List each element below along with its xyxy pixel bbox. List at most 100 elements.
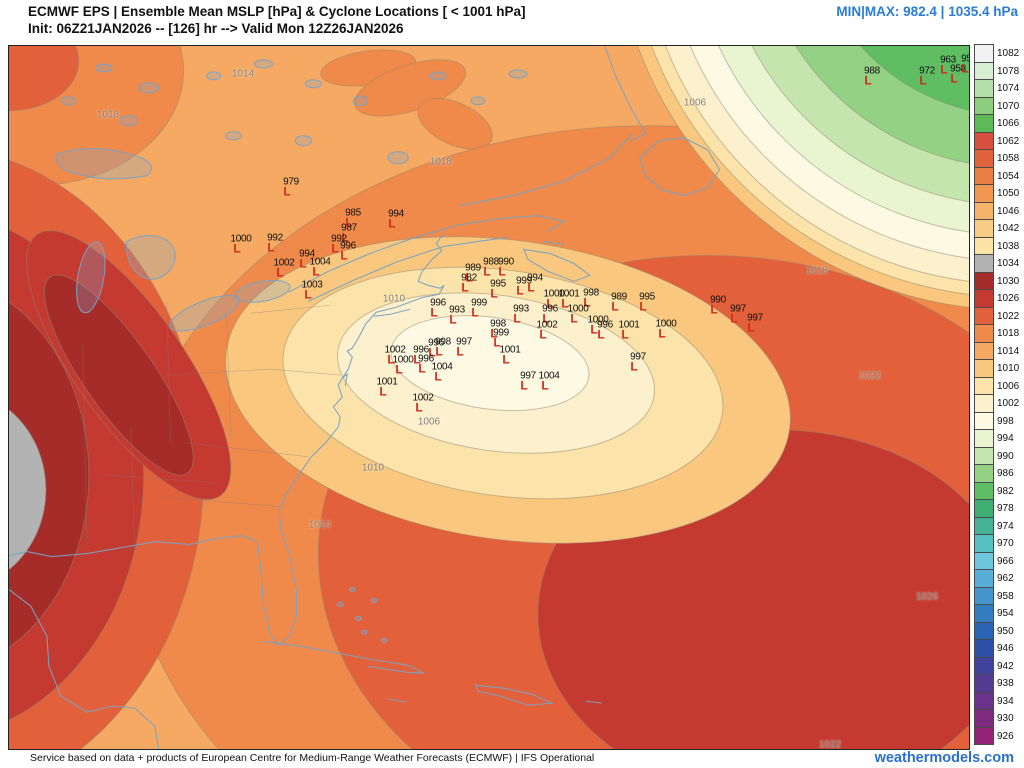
legend-swatch xyxy=(974,674,994,693)
legend-row: 966 xyxy=(974,551,1020,570)
legend-swatch xyxy=(974,61,994,80)
band-ne-982 xyxy=(860,46,969,111)
legend-swatch xyxy=(974,569,994,588)
legend-row: 986 xyxy=(974,464,1020,483)
legend-value: 1062 xyxy=(997,135,1020,147)
legend-swatch xyxy=(974,96,994,115)
legend-row: 990 xyxy=(974,446,1020,465)
legend-value: 926 xyxy=(997,730,1014,742)
legend-swatch xyxy=(974,691,994,710)
legend-value: 998 xyxy=(997,415,1014,427)
lakes xyxy=(55,59,528,643)
legend-swatch xyxy=(974,481,994,500)
band-ridge-1030 xyxy=(43,274,194,476)
legend-swatch xyxy=(974,709,994,728)
legend-value: 1078 xyxy=(997,65,1020,77)
legend-swatch xyxy=(974,306,994,325)
legend-swatch xyxy=(974,726,994,745)
legend-swatch xyxy=(974,341,994,360)
legend-row: 1030 xyxy=(974,271,1020,290)
legend-row: 1038 xyxy=(974,236,1020,255)
legend-row: 1006 xyxy=(974,376,1020,395)
legend-value: 966 xyxy=(997,555,1014,567)
legend-swatch xyxy=(974,271,994,290)
legend-value: 1038 xyxy=(997,240,1020,252)
legend-value: 970 xyxy=(997,538,1014,549)
legend-row: 958 xyxy=(974,586,1020,605)
legend-row: 962 xyxy=(974,569,1020,588)
legend-value: 1046 xyxy=(997,205,1020,217)
footer: Service based on data + products of Euro… xyxy=(0,750,1024,768)
canadian-lake xyxy=(387,151,409,165)
legend-row: 1058 xyxy=(974,149,1020,168)
legend-row: 942 xyxy=(974,656,1020,675)
legend-value: 1030 xyxy=(997,275,1020,287)
coast-chesapeake xyxy=(341,372,349,387)
legend-swatch xyxy=(974,429,994,448)
coast-gulf-mexico-west xyxy=(9,589,160,749)
legend-row: 982 xyxy=(974,481,1020,500)
coast-newfoundland xyxy=(639,137,721,197)
coast-jamaica xyxy=(388,698,407,703)
canadian-lake xyxy=(138,82,160,94)
legend-row: 934 xyxy=(974,691,1020,710)
legend-value: 1074 xyxy=(997,83,1020,94)
legend-row: 1078 xyxy=(974,61,1020,80)
legend-value: 1002 xyxy=(997,398,1020,409)
legend-value: 1018 xyxy=(997,328,1020,339)
legend-row: 1010 xyxy=(974,359,1020,378)
coast-long-island xyxy=(374,308,411,317)
pressure-field xyxy=(9,46,969,749)
coast-cuba xyxy=(262,640,425,674)
lake-erie xyxy=(169,295,240,332)
canadian-lake xyxy=(119,115,139,127)
canadian-lake xyxy=(61,96,77,106)
legend-swatch xyxy=(974,324,994,343)
legend-swatch xyxy=(974,184,994,203)
legend-swatch xyxy=(974,79,994,98)
legend-row: 1026 xyxy=(974,289,1020,308)
legend-swatch xyxy=(974,604,994,623)
legend-swatch xyxy=(974,656,994,675)
legend-value: 994 xyxy=(997,433,1014,444)
bahamas-island xyxy=(336,601,344,607)
legend-swatch xyxy=(974,376,994,395)
legend-value: 934 xyxy=(997,695,1014,707)
legend-row: 1062 xyxy=(974,131,1020,150)
legend-row: 998 xyxy=(974,411,1020,430)
legend-row: 1022 xyxy=(974,306,1020,325)
legend-swatch xyxy=(974,236,994,255)
canadian-lake xyxy=(508,69,528,79)
legend-value: 958 xyxy=(997,590,1014,602)
legend-value: 946 xyxy=(997,643,1014,654)
legend-swatch xyxy=(974,166,994,185)
legend-row: 974 xyxy=(974,516,1020,535)
brand-link[interactable]: weathermodels.com xyxy=(874,750,1014,766)
coast-stlawrence-north xyxy=(308,236,509,302)
legend-value: 1026 xyxy=(997,293,1020,304)
legend-row: 1018 xyxy=(974,324,1020,343)
band-w-1030 xyxy=(9,301,90,649)
legend-row: 1070 xyxy=(974,96,1020,115)
legend-swatch xyxy=(974,219,994,238)
legend-value: 954 xyxy=(997,608,1014,619)
legend-value: 950 xyxy=(997,625,1014,637)
legend-swatch xyxy=(974,254,994,273)
legend-row: 926 xyxy=(974,726,1020,745)
legend-row: 1050 xyxy=(974,184,1020,203)
header: ECMWF EPS | Ensemble Mean MSLP [hPa] & C… xyxy=(0,0,1024,44)
band-c-998 xyxy=(390,315,590,412)
legend-value: 1082 xyxy=(997,48,1020,59)
legend-row: 1074 xyxy=(974,79,1020,98)
legend-value: 1014 xyxy=(997,345,1020,357)
legend-value: 986 xyxy=(997,468,1014,479)
legend-row: 1042 xyxy=(974,219,1020,238)
legend-row: 1054 xyxy=(974,166,1020,185)
legend-value: 1070 xyxy=(997,100,1020,112)
legend-swatch xyxy=(974,131,994,150)
legend-swatch xyxy=(974,551,994,570)
bahamas-island xyxy=(380,637,388,643)
legend-swatch xyxy=(974,446,994,465)
legend-row: 950 xyxy=(974,621,1020,640)
